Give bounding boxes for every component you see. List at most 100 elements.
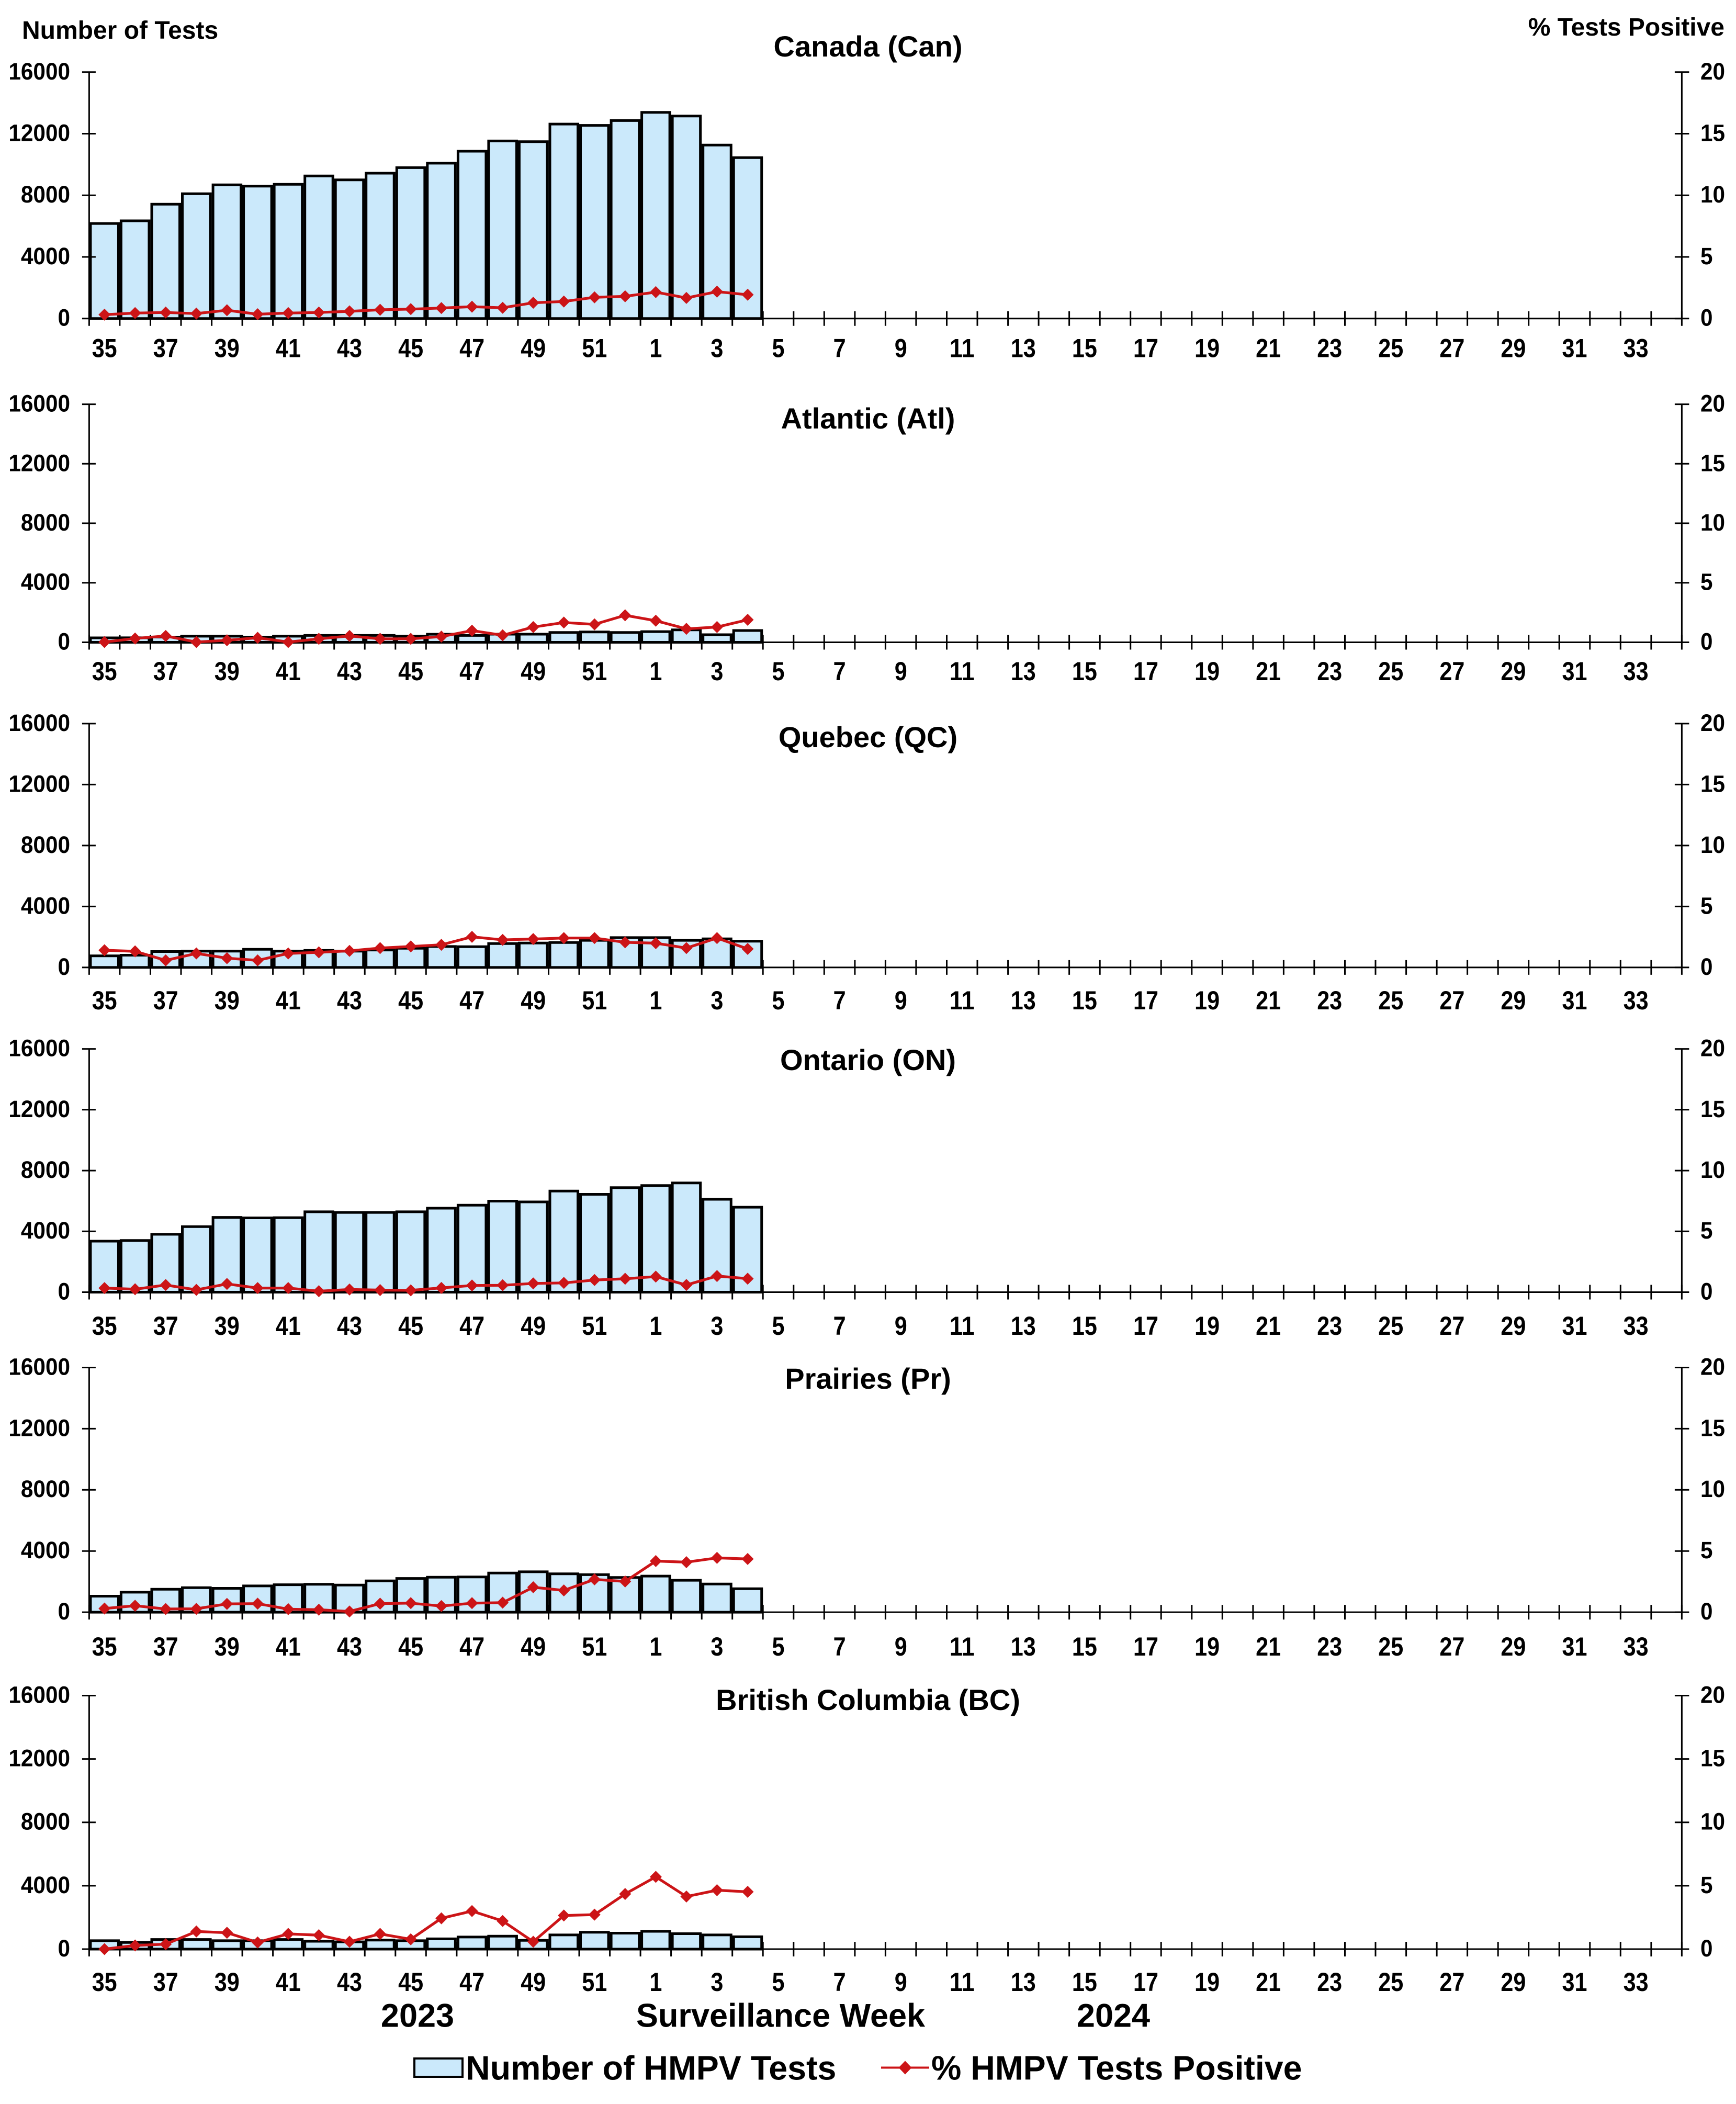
svg-text:25: 25 [1378,657,1403,686]
svg-text:1: 1 [649,986,662,1015]
svg-text:10: 10 [1700,181,1725,208]
svg-text:49: 49 [521,1967,546,1997]
svg-text:16000: 16000 [8,58,70,85]
svg-text:Atlantic (Atl): Atlantic (Atl) [781,402,955,435]
svg-text:12000: 12000 [8,120,70,147]
svg-text:33: 33 [1624,1632,1649,1661]
svg-text:45: 45 [398,986,423,1015]
svg-text:37: 37 [153,1967,178,1997]
svg-text:49: 49 [521,986,546,1015]
svg-text:8000: 8000 [21,1476,70,1502]
svg-text:5: 5 [772,1967,785,1997]
svg-text:33: 33 [1624,986,1649,1015]
svg-text:2024: 2024 [1077,1997,1150,2034]
svg-text:15: 15 [1072,657,1097,686]
svg-text:5: 5 [1700,1537,1713,1563]
svg-text:Quebec (QC): Quebec (QC) [779,721,957,753]
svg-text:41: 41 [276,1967,301,1997]
svg-text:9: 9 [895,1311,907,1341]
svg-text:0: 0 [58,953,71,980]
svg-text:27: 27 [1439,657,1464,686]
svg-text:43: 43 [337,657,362,686]
svg-text:47: 47 [459,334,484,363]
svg-text:41: 41 [276,1311,301,1341]
svg-text:12000: 12000 [8,1096,70,1122]
svg-text:20: 20 [1700,710,1725,736]
svg-text:23: 23 [1317,1632,1342,1661]
svg-text:39: 39 [215,657,240,686]
svg-text:17: 17 [1133,1632,1158,1661]
svg-text:11: 11 [950,334,975,363]
svg-text:3: 3 [711,334,723,363]
svg-text:15: 15 [1700,120,1725,147]
svg-text:0: 0 [1700,1278,1713,1304]
svg-text:17: 17 [1133,657,1158,686]
svg-text:25: 25 [1378,1967,1403,1997]
svg-text:41: 41 [276,1632,301,1661]
svg-text:1: 1 [649,1632,662,1661]
svg-text:25: 25 [1378,334,1403,363]
svg-text:47: 47 [459,1311,484,1341]
svg-text:4000: 4000 [21,1872,70,1898]
svg-text:0: 0 [1700,1935,1713,1962]
svg-text:9: 9 [895,657,907,686]
svg-text:20: 20 [1700,390,1725,417]
svg-text:29: 29 [1501,334,1526,363]
svg-text:39: 39 [215,986,240,1015]
svg-text:15: 15 [1700,1745,1725,1772]
svg-text:15: 15 [1072,986,1097,1015]
svg-text:15: 15 [1700,1096,1725,1122]
svg-text:5: 5 [1700,1872,1713,1898]
svg-text:20: 20 [1700,1681,1725,1708]
svg-text:45: 45 [398,1311,423,1341]
svg-text:17: 17 [1133,986,1158,1015]
svg-text:29: 29 [1501,1967,1526,1997]
svg-text:39: 39 [215,334,240,363]
svg-text:11: 11 [950,986,975,1015]
svg-text:27: 27 [1439,986,1464,1015]
svg-text:0: 0 [58,1278,71,1304]
svg-text:17: 17 [1133,1967,1158,1997]
svg-text:11: 11 [950,1632,975,1661]
svg-text:Canada (Can): Canada (Can) [774,30,963,63]
svg-text:10: 10 [1700,1476,1725,1502]
svg-text:0: 0 [1700,1598,1713,1625]
svg-text:27: 27 [1439,334,1464,363]
svg-text:12000: 12000 [8,1414,70,1441]
svg-text:31: 31 [1562,1311,1587,1341]
svg-text:7: 7 [833,1311,846,1341]
svg-text:23: 23 [1317,1311,1342,1341]
svg-text:9: 9 [895,334,907,363]
svg-text:45: 45 [398,1967,423,1997]
svg-text:49: 49 [521,1632,546,1661]
svg-text:7: 7 [833,334,846,363]
svg-text:7: 7 [833,657,846,686]
svg-text:23: 23 [1317,986,1342,1015]
svg-text:8000: 8000 [21,509,70,536]
svg-text:17: 17 [1133,334,1158,363]
svg-text:31: 31 [1562,334,1587,363]
svg-text:12000: 12000 [8,1745,70,1772]
svg-text:0: 0 [58,1598,71,1625]
svg-text:25: 25 [1378,986,1403,1015]
svg-text:5: 5 [1700,892,1713,919]
svg-text:0: 0 [1700,953,1713,980]
svg-text:% HMPV Tests Positive: % HMPV Tests Positive [931,2049,1302,2087]
svg-text:1: 1 [649,657,662,686]
svg-text:31: 31 [1562,657,1587,686]
svg-text:43: 43 [337,986,362,1015]
svg-text:16000: 16000 [8,390,70,417]
svg-text:1: 1 [649,1967,662,1997]
svg-text:20: 20 [1700,1353,1725,1380]
svg-text:3: 3 [711,657,723,686]
svg-text:37: 37 [153,1311,178,1341]
svg-text:41: 41 [276,986,301,1015]
svg-text:29: 29 [1501,1311,1526,1341]
svg-text:33: 33 [1624,1967,1649,1997]
svg-text:4000: 4000 [21,1537,70,1563]
svg-text:British Columbia (BC): British Columbia (BC) [716,1683,1020,1716]
svg-text:15: 15 [1700,449,1725,476]
svg-text:2023: 2023 [381,1997,454,2034]
svg-text:29: 29 [1501,657,1526,686]
svg-text:3: 3 [711,1967,723,1997]
